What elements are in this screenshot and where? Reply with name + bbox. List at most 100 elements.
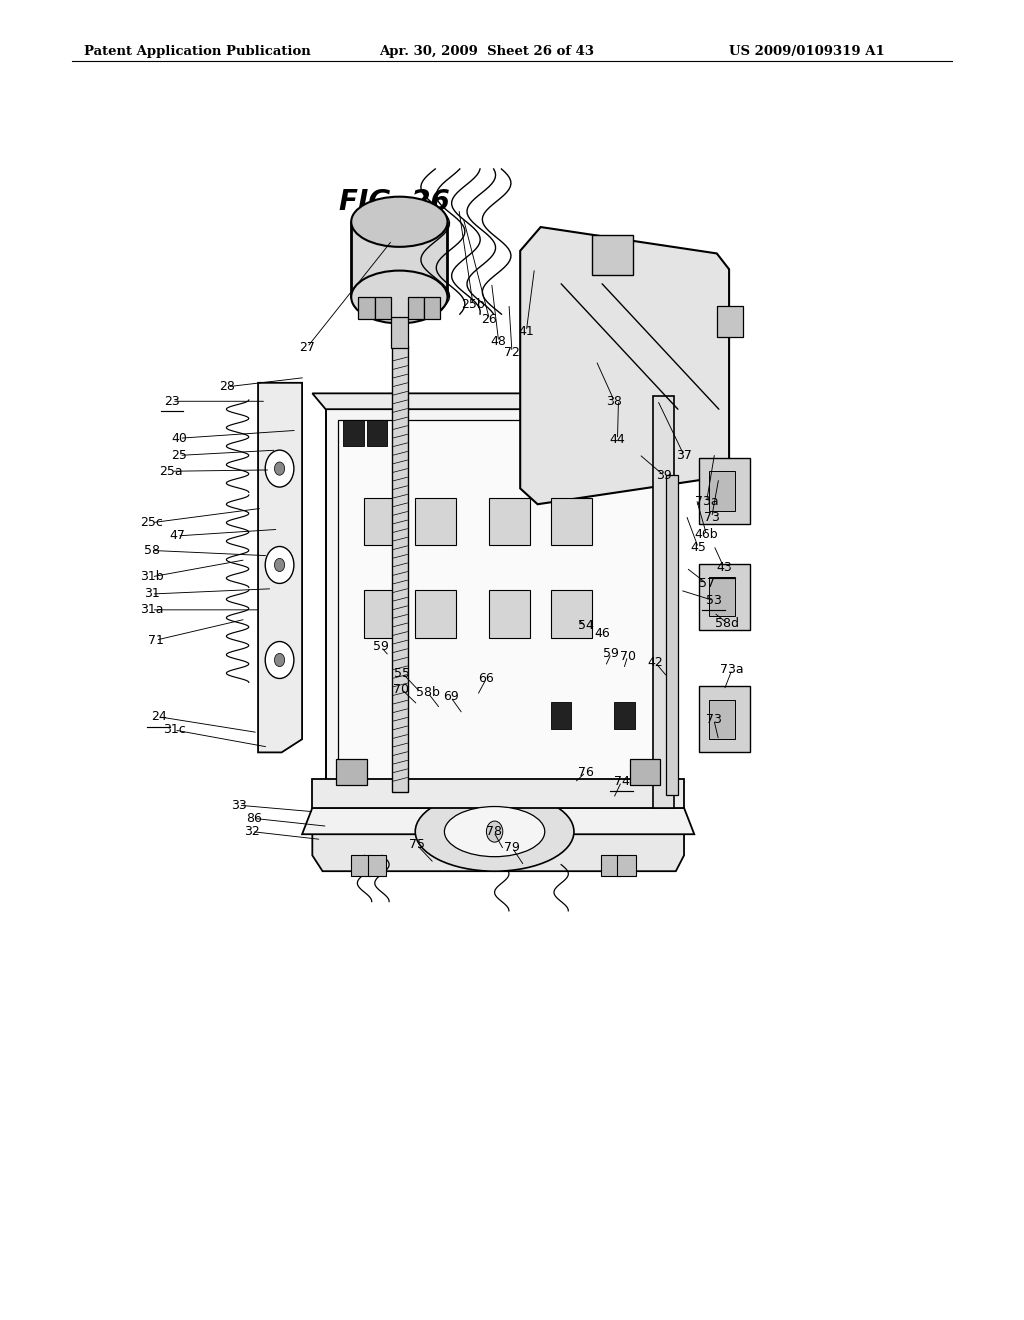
Text: 25a: 25a bbox=[159, 465, 183, 478]
Text: 46: 46 bbox=[594, 627, 610, 640]
Polygon shape bbox=[666, 475, 678, 795]
Text: 53: 53 bbox=[706, 594, 722, 607]
Ellipse shape bbox=[351, 197, 447, 247]
Polygon shape bbox=[592, 235, 633, 275]
Text: 73: 73 bbox=[703, 511, 720, 524]
Text: 54: 54 bbox=[578, 619, 594, 632]
Polygon shape bbox=[343, 420, 364, 446]
Polygon shape bbox=[391, 317, 408, 348]
Polygon shape bbox=[351, 222, 447, 297]
Text: 40: 40 bbox=[171, 432, 187, 445]
Text: 31c: 31c bbox=[163, 723, 185, 737]
Text: 86: 86 bbox=[246, 812, 262, 825]
Text: 25b: 25b bbox=[461, 298, 485, 312]
Text: 47: 47 bbox=[169, 529, 185, 543]
Polygon shape bbox=[415, 590, 456, 638]
Text: 59: 59 bbox=[603, 647, 620, 660]
Text: 73: 73 bbox=[706, 713, 722, 726]
Polygon shape bbox=[338, 420, 658, 792]
Polygon shape bbox=[489, 590, 530, 638]
Polygon shape bbox=[699, 458, 750, 524]
Text: 23: 23 bbox=[164, 395, 180, 408]
Text: 32: 32 bbox=[244, 825, 260, 838]
Text: 57: 57 bbox=[698, 577, 715, 590]
Circle shape bbox=[265, 450, 294, 487]
Text: 45: 45 bbox=[690, 541, 707, 554]
Text: 70: 70 bbox=[393, 682, 410, 696]
Polygon shape bbox=[326, 403, 671, 808]
Polygon shape bbox=[312, 829, 684, 871]
Text: 46b: 46b bbox=[694, 528, 719, 541]
Polygon shape bbox=[601, 855, 620, 876]
Circle shape bbox=[486, 821, 503, 842]
Polygon shape bbox=[551, 498, 592, 545]
Text: 69: 69 bbox=[442, 690, 459, 704]
Text: 44: 44 bbox=[609, 433, 626, 446]
Text: 43: 43 bbox=[716, 561, 732, 574]
Polygon shape bbox=[424, 297, 440, 319]
Polygon shape bbox=[336, 759, 367, 785]
Polygon shape bbox=[551, 702, 571, 729]
Polygon shape bbox=[358, 297, 375, 319]
Polygon shape bbox=[709, 471, 735, 511]
Text: Apr. 30, 2009  Sheet 26 of 43: Apr. 30, 2009 Sheet 26 of 43 bbox=[379, 45, 594, 58]
Polygon shape bbox=[699, 564, 750, 630]
Text: 70: 70 bbox=[620, 649, 636, 663]
Text: 59: 59 bbox=[373, 640, 389, 653]
Polygon shape bbox=[653, 396, 674, 808]
Text: 58d: 58d bbox=[715, 616, 739, 630]
Text: 33: 33 bbox=[230, 799, 247, 812]
Text: 73a: 73a bbox=[720, 663, 744, 676]
Text: 25: 25 bbox=[171, 449, 187, 462]
Polygon shape bbox=[367, 420, 387, 446]
Polygon shape bbox=[717, 306, 743, 337]
Polygon shape bbox=[709, 700, 735, 739]
Circle shape bbox=[274, 462, 285, 475]
Polygon shape bbox=[551, 590, 592, 638]
Text: 78: 78 bbox=[485, 825, 502, 838]
Text: 31b: 31b bbox=[139, 570, 164, 583]
Polygon shape bbox=[520, 227, 729, 504]
Polygon shape bbox=[630, 759, 660, 785]
Polygon shape bbox=[617, 855, 636, 876]
Text: US 2009/0109319 A1: US 2009/0109319 A1 bbox=[729, 45, 885, 58]
Text: 31: 31 bbox=[143, 587, 160, 601]
Polygon shape bbox=[614, 702, 635, 729]
Polygon shape bbox=[312, 779, 684, 808]
Text: 76: 76 bbox=[578, 766, 594, 779]
Ellipse shape bbox=[416, 792, 573, 871]
Text: 39: 39 bbox=[655, 469, 672, 482]
Text: 58: 58 bbox=[143, 544, 160, 557]
Text: 24: 24 bbox=[151, 710, 167, 723]
Ellipse shape bbox=[444, 807, 545, 857]
Text: 31a: 31a bbox=[140, 603, 163, 616]
Ellipse shape bbox=[351, 271, 447, 323]
Polygon shape bbox=[408, 297, 424, 319]
Polygon shape bbox=[392, 346, 408, 792]
Text: 74: 74 bbox=[613, 775, 630, 788]
Polygon shape bbox=[489, 498, 530, 545]
Polygon shape bbox=[364, 590, 404, 638]
Polygon shape bbox=[364, 498, 404, 545]
Text: 75: 75 bbox=[409, 838, 425, 851]
Text: 48: 48 bbox=[490, 335, 507, 348]
Circle shape bbox=[265, 642, 294, 678]
Text: 66: 66 bbox=[478, 672, 495, 685]
Text: Patent Application Publication: Patent Application Publication bbox=[84, 45, 310, 58]
Text: 26: 26 bbox=[481, 313, 498, 326]
Text: 28: 28 bbox=[219, 380, 236, 393]
Text: 58b: 58b bbox=[416, 686, 440, 700]
Circle shape bbox=[274, 653, 285, 667]
Text: 25c: 25c bbox=[140, 516, 163, 529]
Polygon shape bbox=[375, 297, 391, 319]
Text: 38: 38 bbox=[606, 395, 623, 408]
Text: 71: 71 bbox=[147, 634, 164, 647]
Text: 79: 79 bbox=[504, 841, 520, 854]
Text: 72: 72 bbox=[504, 346, 520, 359]
Polygon shape bbox=[415, 498, 456, 545]
Polygon shape bbox=[258, 383, 302, 752]
Text: 42: 42 bbox=[647, 656, 664, 669]
Text: 27: 27 bbox=[299, 341, 315, 354]
Polygon shape bbox=[312, 393, 684, 409]
Text: 55: 55 bbox=[394, 667, 411, 680]
